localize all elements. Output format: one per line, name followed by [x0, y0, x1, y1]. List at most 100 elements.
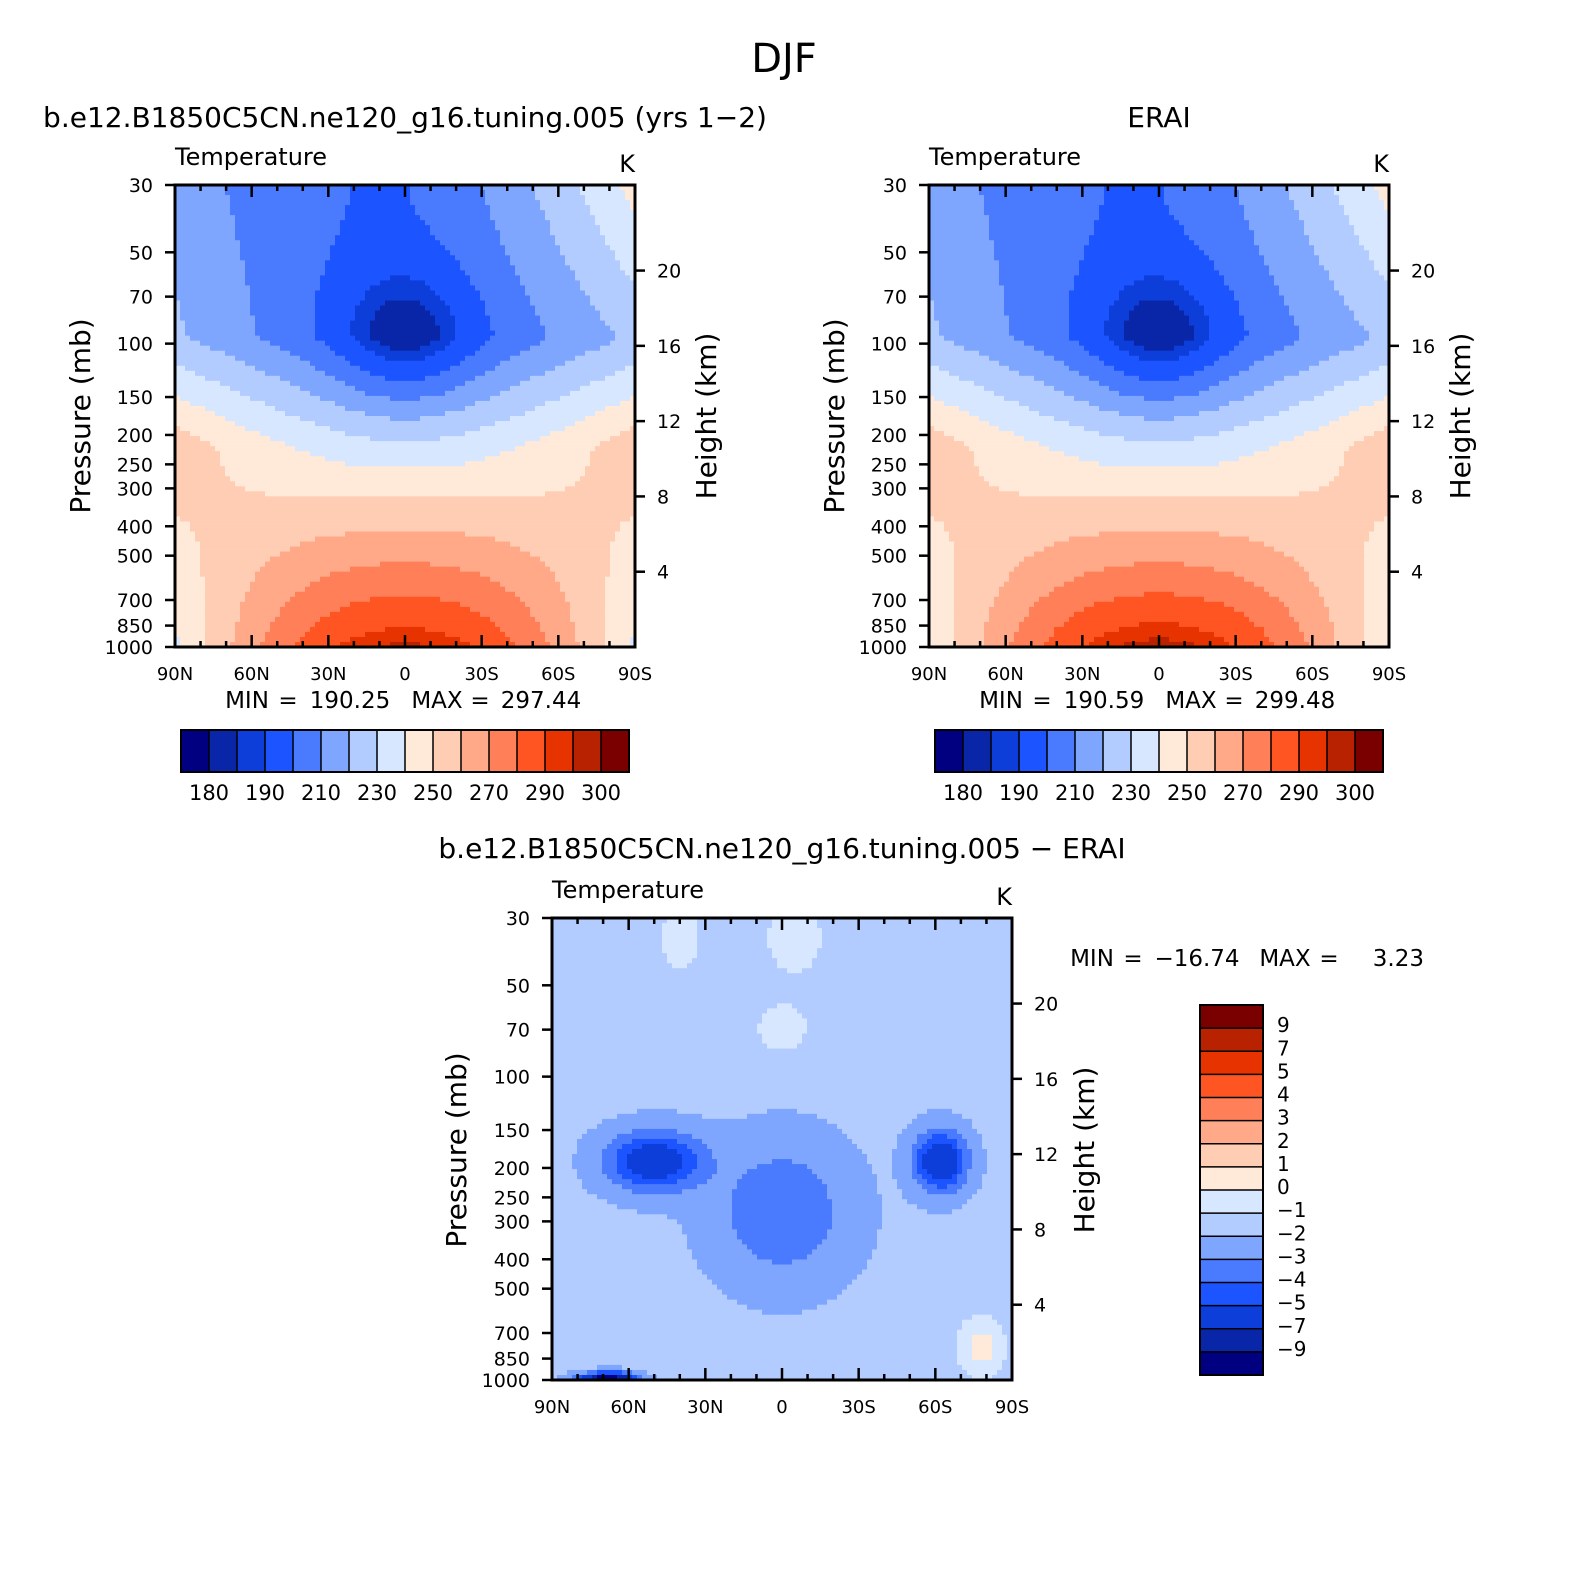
field-cell — [275, 385, 281, 392]
field-cell — [275, 421, 281, 427]
field-cell — [185, 405, 191, 412]
field-cell — [305, 355, 311, 362]
field-cell — [345, 355, 351, 362]
field-cell — [310, 385, 316, 392]
field-cell — [435, 240, 441, 246]
field-cell — [200, 340, 206, 347]
field-cell — [285, 210, 291, 216]
field-cell — [510, 315, 516, 322]
field-cell — [185, 365, 191, 372]
field-cell — [630, 436, 635, 442]
field-cell — [375, 185, 381, 191]
field-cell — [280, 446, 286, 452]
field-cell — [570, 380, 576, 387]
field-cell — [200, 330, 206, 337]
field-cell — [630, 340, 635, 347]
field-cell — [335, 395, 341, 402]
field-cell — [510, 185, 516, 191]
field-cell — [510, 416, 516, 422]
field-cell — [230, 280, 236, 287]
field-cell — [620, 350, 626, 357]
field-cell — [420, 240, 426, 246]
field-cell — [545, 255, 551, 261]
field-cell — [490, 395, 496, 402]
field-cell — [420, 390, 426, 397]
field-cell — [370, 300, 376, 307]
field-cell — [390, 355, 396, 362]
field-cell — [615, 300, 621, 307]
field-cell — [530, 315, 536, 322]
field-cell — [300, 360, 306, 367]
field-cell — [375, 395, 381, 402]
field-cell — [235, 310, 241, 317]
field-cell — [275, 340, 281, 347]
field-cell — [535, 210, 541, 216]
field-cell — [240, 225, 246, 231]
field-cell — [200, 350, 206, 357]
field-cell — [490, 255, 496, 261]
field-cell — [280, 340, 286, 347]
field-cell — [565, 390, 571, 397]
field-cell — [425, 255, 431, 261]
field-cell — [275, 400, 281, 407]
field-cell — [410, 210, 416, 216]
field-cell — [360, 380, 366, 387]
field-cell — [280, 400, 286, 407]
field-cell — [260, 350, 266, 357]
field-cell — [420, 350, 426, 357]
field-cell — [555, 250, 561, 256]
field-cell — [515, 451, 521, 457]
field-cell — [220, 431, 226, 437]
field-cell — [240, 421, 246, 427]
field-cell — [500, 270, 506, 276]
field-cell — [445, 210, 451, 216]
field-cell — [215, 315, 221, 322]
field-cell — [620, 310, 626, 317]
field-cell — [445, 205, 451, 211]
field-cell — [590, 285, 596, 292]
field-cell — [280, 250, 286, 256]
field-cell — [615, 380, 621, 387]
field-cell — [595, 355, 601, 362]
field-cell — [430, 265, 436, 271]
field-cell — [330, 431, 336, 437]
field-cell — [410, 395, 416, 402]
field-cell — [565, 426, 571, 432]
field-cell — [375, 315, 381, 322]
field-cell — [240, 265, 246, 271]
field-cell — [590, 310, 596, 317]
field-cell — [245, 375, 251, 382]
field-cell — [435, 426, 441, 432]
field-cell — [420, 395, 426, 402]
field-cell — [405, 195, 411, 201]
field-cell — [190, 275, 196, 282]
field-cell — [590, 451, 596, 457]
field-cell — [450, 355, 456, 362]
field-cell — [205, 250, 211, 256]
field-cell — [580, 395, 586, 402]
field-cell — [580, 235, 586, 241]
field-cell — [335, 385, 341, 392]
field-cell — [330, 385, 336, 392]
field-cell — [190, 400, 196, 407]
field-cell — [380, 300, 386, 307]
field-cell — [280, 305, 286, 312]
field-cell — [630, 405, 635, 412]
field-cell — [250, 230, 256, 236]
field-cell — [190, 410, 196, 417]
field-cell — [230, 400, 236, 407]
field-cell — [180, 410, 186, 417]
field-cell — [325, 295, 331, 302]
field-cell — [350, 300, 356, 307]
field-cell — [365, 230, 371, 236]
field-cell — [535, 350, 541, 357]
field-cell — [605, 416, 611, 422]
field-cell — [465, 270, 471, 276]
field-cell — [260, 200, 266, 206]
field-cell — [500, 255, 506, 261]
field-cell — [225, 355, 231, 362]
field-cell — [630, 441, 635, 447]
field-cell — [225, 451, 231, 457]
field-cell — [630, 295, 635, 302]
field-cell — [175, 456, 181, 462]
